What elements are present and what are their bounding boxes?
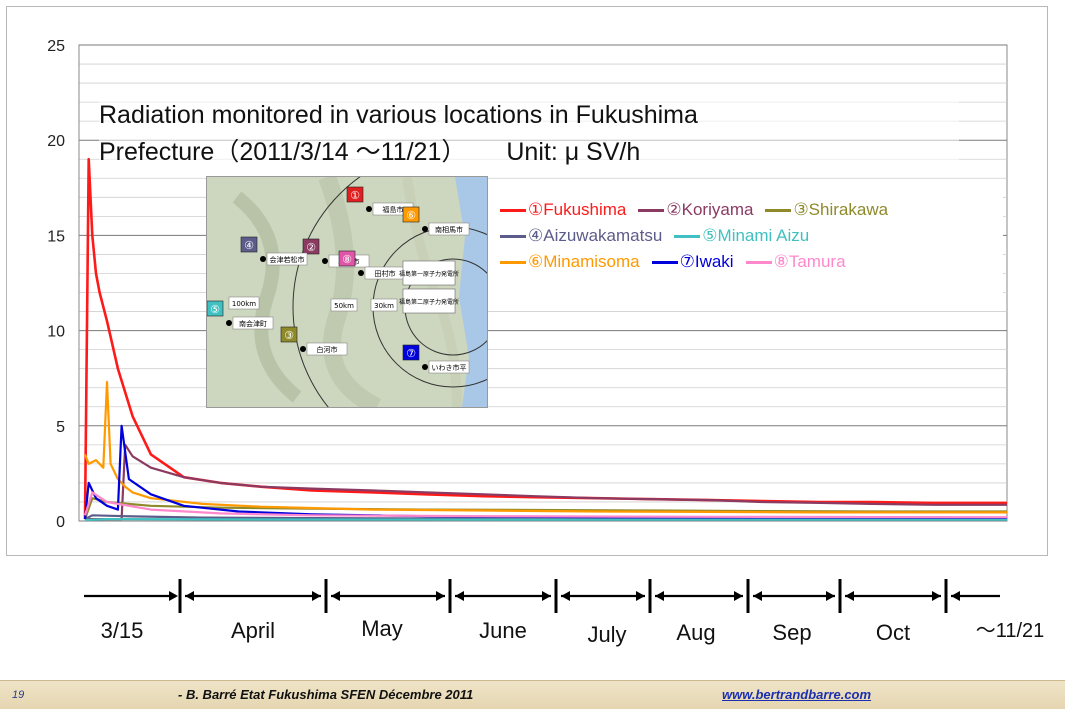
map-marker: ⑥ 南相馬市 [402,206,470,236]
legend-item: ⑥Minamisoma [500,252,640,272]
legend-swatch [500,209,526,213]
month-label: ～11/21 [975,620,1045,642]
svg-text:白河市: 白河市 [317,345,338,354]
legend-item: ⑧Tamura [745,252,846,272]
footer-url-link[interactable]: www.bertrandbarre.com [722,687,872,702]
svg-text:田村市: 田村市 [375,269,396,278]
chart-title-line1: Radiation monitored in various locations… [99,101,698,129]
legend-label: ⑥Minamisoma [528,252,640,271]
chart-title-line2: Prefecture（2011/3/14 〜11/21） [99,138,467,166]
svg-text:福島市: 福島市 [383,205,404,214]
series-line-2 [85,443,1007,521]
y-tick-label: 5 [56,419,65,436]
unit-label: Unit: μ SV/h [506,138,641,166]
legend-label: ⑦Iwaki [679,252,734,271]
month-label: May [361,616,403,641]
page-number: 19 [12,689,25,701]
legend-swatch [500,235,526,239]
legend-swatch [765,209,792,213]
legend-label: ④Aizuwakamatsu [528,226,663,245]
svg-text:④: ④ [244,239,254,252]
month-timeline: 3/15 April May June July Aug Sep Oct ～11/21 [0,560,1065,670]
legend-label: ⑤Minami Aizu [702,226,810,245]
svg-text:⑥: ⑥ [406,209,416,222]
plant-label-1: 福島第一原子力発電所 [399,260,459,286]
legend-swatch [651,261,678,265]
series-group [83,157,1008,522]
legend-swatch [674,235,701,239]
y-tick-label: 25 [47,38,65,55]
svg-text:②: ② [306,241,316,254]
month-label: Oct [875,620,911,645]
svg-text:⑧: ⑧ [342,253,352,266]
map-inset: ①福島市②郡山市③白河市④会津若松市⑤南会津町⑥南相馬市⑦いわき市平⑧田村市 福… [206,176,488,408]
svg-text:会津若松市: 会津若松市 [270,255,305,264]
y-tick-label: 20 [47,133,65,150]
y-tick-label: 10 [47,324,65,341]
legend-item: ②Koriyama [638,200,753,220]
legend-item: ③Shirakawa [765,200,888,220]
map-markers: ①福島市②郡山市③白河市④会津若松市⑤南会津町⑥南相馬市⑦いわき市平⑧田村市 [207,186,470,374]
legend-label: ①Fukushima [528,200,627,219]
series-line-5 [84,518,1007,522]
plant-label-2: 福島第二原子力発電所 [399,288,459,314]
chart-title: Radiation monitored in various locations… [99,97,959,171]
month-label: June [479,618,527,643]
month-label: 3/15 [100,618,144,643]
map-marker: ③ 白河市 [280,326,348,356]
svg-text:福島第二原子力発電所: 福島第二原子力発電所 [399,298,459,306]
legend-item: ⑦Iwaki [651,252,734,272]
svg-text:③: ③ [284,329,294,342]
timeline-arrows [84,579,1000,613]
map-marker: ⑤ 南会津町 [207,300,274,330]
y-tick-label: 0 [56,514,65,531]
map-graphic: ①福島市②郡山市③白河市④会津若松市⑤南会津町⑥南相馬市⑦いわき市平⑧田村市 福… [207,177,487,407]
legend-item: ①Fukushima [500,200,626,220]
legend-row: ①Fukushima ②Koriyama ③Shirakawa [500,200,900,224]
legend-row: ④Aizuwakamatsu ⑤Minami Aizu [500,226,821,250]
svg-text:いわき市平: いわき市平 [432,363,467,372]
footer-credit: - B. Barré Etat Fukushima SFEN Décembre … [178,687,474,702]
radius-labels: 100km 50km 30km [228,296,398,312]
svg-text:30km: 30km [374,302,394,310]
sea-area [455,177,487,407]
chart-legend: ①Fukushima ②Koriyama ③Shirakawa ④Aizuwakam… [488,196,1003,298]
svg-text:南会津町: 南会津町 [239,319,267,328]
legend-label: ③Shirakawa [793,200,889,219]
legend-item: ⑤Minami Aizu [674,226,809,246]
month-label: Sep [772,620,812,645]
month-label: April [230,618,276,643]
svg-text:福島第一原子力発電所: 福島第一原子力発電所 [399,270,459,278]
legend-swatch [500,261,526,265]
legend-swatch [638,209,665,213]
legend-label: ②Koriyama [666,200,754,219]
series-line-8 [83,491,1008,519]
slide-footer: 19 - B. Barré Etat Fukushima SFEN Décemb… [0,680,1065,709]
svg-text:50km: 50km [334,302,354,310]
map-marker: ⑦ いわき市平 [402,344,470,374]
svg-text:①: ① [350,189,360,202]
legend-swatch [745,261,772,265]
svg-text:南相馬市: 南相馬市 [435,225,463,234]
legend-item: ④Aizuwakamatsu [500,226,662,246]
month-label: Aug [676,620,716,645]
series-line-6 [83,380,1007,514]
radius-ring-100km [292,177,361,407]
y-tick-label: 15 [47,228,65,245]
svg-text:100km: 100km [232,300,256,308]
legend-label: ⑧Tamura [773,252,846,271]
legend-row: ⑥Minamisoma ⑦Iwaki ⑧Tamura [500,252,858,276]
svg-text:⑦: ⑦ [406,347,416,360]
y-axis: 0 5 10 15 20 25 [47,38,80,531]
month-label: July [587,622,627,647]
svg-text:⑤: ⑤ [210,303,220,316]
map-marker: ④ 会津若松市 [240,236,308,266]
